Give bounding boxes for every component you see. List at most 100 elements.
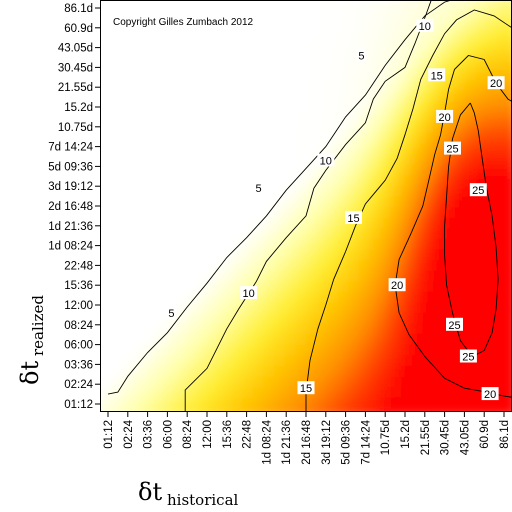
heatmap-cell (100, 353, 106, 366)
heatmap-cell (294, 226, 307, 239)
heatmap-cell (294, 14, 307, 27)
heatmap-cell (464, 311, 477, 324)
heatmap-cell (114, 152, 127, 165)
heatmap-cell (146, 300, 159, 313)
heatmap-cell (389, 88, 403, 101)
heatmap-cell (209, 152, 222, 165)
heatmap-cell (326, 67, 339, 80)
heatmap-cell (252, 141, 265, 154)
heatmap-cell (284, 14, 297, 27)
heatmap-cell (368, 25, 381, 38)
heatmap-cell (453, 268, 466, 281)
heatmap-cell (114, 279, 127, 292)
heatmap-cell (146, 353, 159, 366)
heatmap-cell (400, 173, 413, 186)
heatmap-cell (103, 353, 117, 366)
heatmap-cell (389, 194, 403, 207)
heatmap-cell (146, 364, 159, 377)
heatmap-cell (125, 162, 138, 175)
heatmap-cell (100, 237, 106, 250)
heatmap-cell (337, 14, 350, 27)
heatmap-cell (125, 35, 138, 48)
heatmap-cell (495, 194, 509, 207)
heatmap-cell (125, 353, 138, 366)
heatmap-cell (495, 152, 509, 165)
heatmap-cell (284, 215, 297, 228)
heatmap-cell (241, 374, 254, 387)
heatmap-cell (156, 109, 170, 122)
heatmap-cell (389, 395, 403, 409)
heatmap-cell (485, 321, 498, 334)
heatmap-cell (421, 385, 434, 398)
heatmap-cell (100, 141, 106, 154)
heatmap-cell (474, 353, 487, 366)
heatmap-cell (209, 67, 222, 80)
heatmap-cell (442, 3, 456, 17)
heatmap-cell (156, 289, 170, 303)
heatmap-cell (485, 184, 498, 197)
heatmap-cell (146, 226, 159, 239)
heatmap-cell (100, 374, 106, 387)
heatmap-cell (103, 88, 117, 101)
heatmap-cell (347, 226, 360, 239)
heatmap-cell (368, 364, 381, 377)
heatmap-cell (125, 205, 138, 218)
heatmap-cell (474, 374, 487, 387)
heatmap-cell (231, 3, 244, 17)
heatmap-cell (368, 332, 381, 345)
heatmap-cell (209, 364, 222, 377)
heatmap-cell (135, 14, 148, 27)
heatmap-cell (146, 141, 159, 154)
heatmap-cell (146, 205, 159, 218)
heatmap-cell (326, 205, 339, 218)
heatmap-cell (347, 279, 360, 292)
heatmap-cell (188, 56, 201, 70)
heatmap-cell (220, 205, 233, 218)
heatmap-cell (241, 88, 254, 101)
contour-label: 20 (438, 112, 450, 124)
heatmap-cell (220, 279, 233, 292)
heatmap-cell (146, 67, 159, 80)
heatmap-cell (495, 374, 509, 387)
heatmap-cell (379, 268, 392, 281)
heatmap-cell (326, 109, 339, 122)
heatmap-cell (262, 289, 275, 303)
x-axis-title-symbol: δt (138, 478, 162, 506)
heatmap-cell (368, 353, 381, 366)
heatmap-cell (432, 184, 445, 197)
heatmap-cell (326, 279, 339, 292)
heatmap-cell (273, 342, 286, 356)
heatmap-cell (389, 152, 403, 165)
heatmap-cell (474, 300, 487, 313)
heatmap-cell (305, 321, 318, 334)
heatmap-cell (315, 395, 328, 409)
heatmap-cell (156, 88, 170, 101)
heatmap-cell (167, 109, 180, 122)
heatmap-cell (442, 279, 456, 292)
heatmap-cell (252, 258, 265, 271)
heatmap-cell (273, 67, 286, 80)
heatmap-cell (178, 14, 191, 27)
heatmap-cell (252, 120, 265, 133)
heatmap-cell (125, 46, 138, 59)
heatmap-cell (368, 385, 381, 398)
heatmap-cell (506, 342, 512, 356)
heatmap-cell (389, 141, 403, 154)
heatmap-cell (400, 152, 413, 165)
heatmap-cell (358, 226, 371, 239)
heatmap-cell (284, 342, 297, 356)
heatmap-cell (506, 374, 512, 387)
heatmap-cell (337, 385, 350, 398)
heatmap-cell (305, 78, 318, 91)
heatmap-cell (347, 99, 360, 112)
heatmap-cell (156, 3, 170, 17)
heatmap-cell (262, 300, 275, 313)
heatmap-cell (100, 311, 106, 324)
heatmap-cell (273, 258, 286, 271)
heatmap-cell (284, 88, 297, 101)
heatmap-cell (125, 14, 138, 27)
heatmap-cell (241, 406, 254, 412)
heatmap-cell (315, 226, 328, 239)
heatmap-cell (432, 226, 445, 239)
heatmap-cell (464, 152, 477, 165)
